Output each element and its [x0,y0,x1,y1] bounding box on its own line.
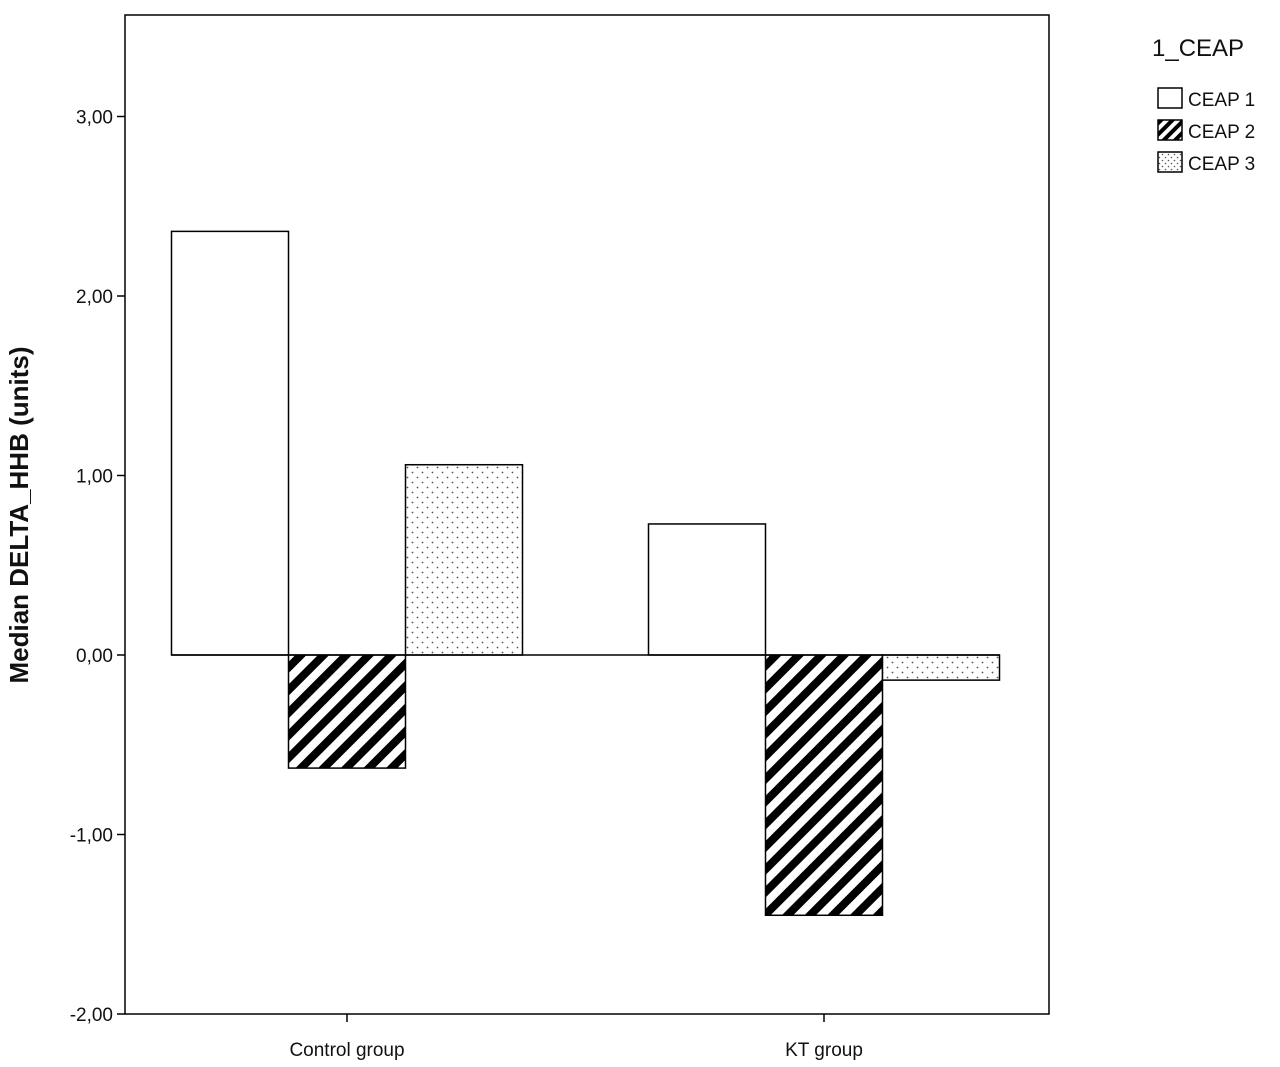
legend-swatch [1157,119,1183,141]
y-tick-label: 1,00 [76,467,113,488]
bar-ceap-2 [764,654,884,917]
bar-ceap-2 [287,654,407,769]
y-tick-label: 0,00 [76,646,113,667]
bar-ceap-3 [881,654,1001,681]
x-tick-label: Control group [289,1040,404,1061]
y-axis-label: Median DELTA_HHB (units) [4,346,34,683]
bars [170,230,1001,917]
x-tick-label: KT group [785,1040,863,1061]
legend: 1_CEAP CEAP 1 CEAP 2 CEAP 3 [1152,35,1255,175]
legend-entry: CEAP 1 [1188,90,1255,111]
legend-entry: CEAP 3 [1188,154,1255,175]
bar-ceap-3 [404,463,524,656]
legend-entry: CEAP 2 [1188,122,1255,143]
x-axis: Control group KT group [289,1014,863,1061]
y-tick-label: -2,00 [70,1005,113,1026]
y-tick-label: 3,00 [76,108,113,129]
y-axis: -2,00 -1,00 0,00 1,00 2,00 3,00 [70,108,125,1026]
y-tick-label: -1,00 [70,826,113,847]
y-tick-label: 2,00 [76,287,113,308]
legend-title: 1_CEAP [1152,35,1244,62]
plot-frame [124,14,1050,1015]
legend-swatch [1157,87,1183,109]
bar-ceap-1 [170,230,290,656]
bar-ceap-1 [647,523,767,656]
legend-swatch [1157,151,1183,173]
